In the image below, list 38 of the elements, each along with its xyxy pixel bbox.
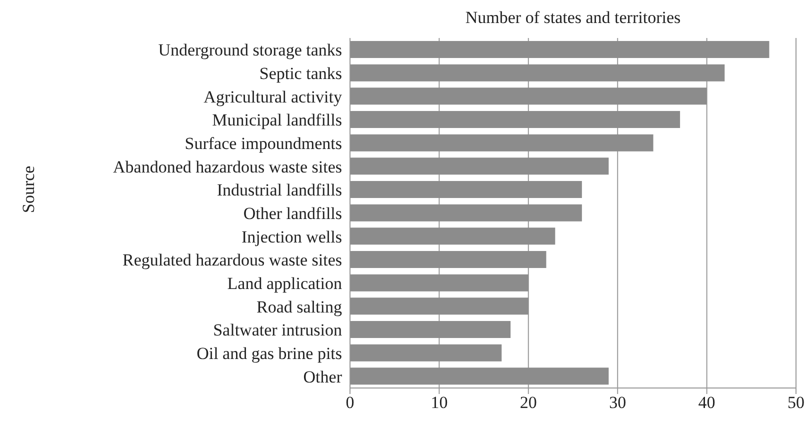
y-tick-label: Municipal landfills bbox=[212, 110, 342, 130]
bar bbox=[350, 368, 609, 385]
bar bbox=[350, 321, 511, 338]
y-tick-label: Land application bbox=[227, 274, 342, 294]
bar bbox=[350, 298, 528, 315]
bar bbox=[350, 111, 680, 128]
x-tick-label: 40 bbox=[698, 393, 716, 412]
bar bbox=[350, 88, 707, 105]
x-tick-label: 50 bbox=[788, 393, 804, 412]
x-tick-label: 10 bbox=[430, 393, 448, 412]
bar bbox=[350, 181, 582, 198]
y-tick-label: Other landfills bbox=[243, 204, 342, 224]
y-tick-label: Regulated hazardous waste sites bbox=[122, 250, 342, 270]
y-tick-label: Industrial landfills bbox=[216, 180, 342, 200]
bar bbox=[350, 251, 546, 268]
x-axis-title: Number of states and territories bbox=[464, 8, 682, 28]
y-tick-label: Saltwater intrusion bbox=[213, 320, 342, 340]
y-tick-label: Septic tanks bbox=[259, 64, 342, 84]
y-tick-label: Oil and gas brine pits bbox=[196, 344, 342, 364]
bar bbox=[350, 134, 654, 152]
y-tick-label: Surface impoundments bbox=[184, 134, 342, 154]
bar bbox=[350, 64, 725, 82]
y-tick-label: Injection wells bbox=[241, 227, 342, 246]
bar bbox=[350, 204, 582, 222]
bar bbox=[350, 344, 502, 362]
y-tick-label: Underground storage tanks bbox=[158, 40, 342, 60]
x-tick-label: 30 bbox=[609, 393, 626, 412]
y-axis-title: Source bbox=[19, 166, 38, 213]
y-tick-label: Agricultural activity bbox=[204, 87, 342, 106]
bar bbox=[350, 158, 609, 175]
y-tick-label: Abandoned hazardous waste sites bbox=[113, 157, 342, 176]
bar bbox=[350, 228, 556, 245]
x-tick-label: 20 bbox=[520, 393, 537, 412]
bar bbox=[350, 274, 528, 292]
y-tick-label: Other bbox=[303, 367, 342, 386]
y-tick-label: Road salting bbox=[256, 297, 342, 316]
x-tick-label: 0 bbox=[346, 393, 354, 412]
bar bbox=[350, 41, 770, 58]
